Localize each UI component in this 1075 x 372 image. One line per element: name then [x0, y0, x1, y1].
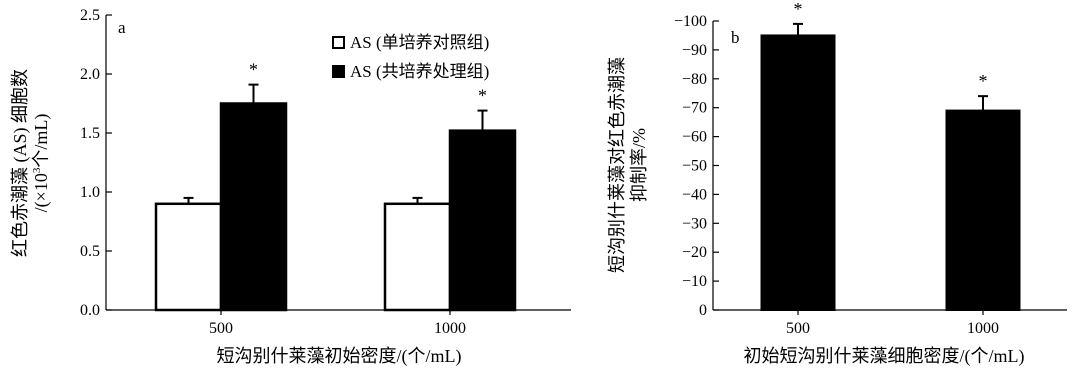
panel-b-y-tick-label: −70 [682, 100, 707, 117]
panel-b-y-tick-label: −40 [682, 186, 707, 203]
significance-mark: * [794, 0, 803, 19]
panel-b-x-tick-label: 500 [786, 320, 810, 337]
panel-b-y-tick-label: −10 [682, 273, 707, 290]
panel-a-y-tick-label: 0.5 [80, 243, 100, 260]
panel-a-x-title: 短沟别什莱藻初始密度/(个/mL) [217, 346, 462, 367]
legend-swatch-coculture [332, 65, 345, 78]
panel-a-bars: ** [154, 60, 517, 312]
panel-b-y-title-line2: 抑制率/% [629, 128, 649, 202]
panel-b-x-tick-label: 1000 [967, 320, 999, 337]
bar-control-1000 [383, 202, 452, 312]
panel-a-x-ticks: 500 1000 [209, 310, 466, 337]
panel-a-y-ticks: 0.0 0.5 1.0 1.5 2.0 2.5 [80, 7, 112, 319]
bar-inhibition-500 [760, 34, 836, 311]
panel-a: a 0.00.51.01.52.02.5 ** 500 1000 AS (单培养对… [10, 7, 571, 367]
significance-mark: * [478, 86, 487, 106]
panel-a-y-tick-label: 2.5 [80, 7, 100, 24]
significance-mark: * [249, 60, 258, 80]
panel-b-y-tick-label: −50 [682, 158, 707, 175]
panel-b-y-title: 短沟别什莱藻对红色赤潮藻 抑制率/% [607, 57, 649, 273]
bar-inhibition-1000 [945, 109, 1021, 311]
panel-b-y-tick-label: −30 [682, 215, 707, 232]
panel-a-y-tick-label: 2.0 [80, 66, 100, 83]
panel-b-y-ticks: 0 −10 −20 −30 −40 −50 −60 −70 −80 −90 −100 [674, 13, 719, 319]
panel-a-y-title-suffix: 个/mL) [31, 114, 52, 168]
panel-b-bars: ** [760, 0, 1021, 311]
legend-swatch-control [332, 36, 345, 49]
panel-a-label: a [118, 18, 126, 37]
panel-b-x-ticks: 500 1000 [786, 310, 999, 337]
panel-a-legend: AS (单培养对照组) AS (共培养处理组) [332, 33, 489, 81]
panel-a-y-title: 红色赤潮藻 (AS) 细胞数 /(×103个/mL) [10, 69, 52, 257]
bar-control-500 [154, 202, 223, 312]
bar-coculture-1000 [448, 129, 517, 312]
panel-a-y-title-line1: 红色赤潮藻 (AS) 细胞数 [10, 69, 31, 257]
panel-b-y-tick-label: −60 [682, 129, 707, 146]
panel-b: b 0−10−20−30−40−50−60−70−80−90−100 ** 50… [607, 0, 1067, 367]
panel-b-y-tick-label: −20 [682, 244, 707, 261]
panel-a-y-tick-label: 0.0 [80, 302, 100, 319]
panel-a-x-tick-label: 1000 [434, 320, 466, 337]
panel-a-y-tick-label: 1.0 [80, 184, 100, 201]
panel-b-y-tick-label: −100 [674, 13, 707, 30]
legend-label-coculture: AS (共培养处理组) [350, 62, 489, 81]
panel-a-y-title-line2: /(×103个/mL) [31, 114, 52, 213]
panel-b-x-title: 初始短沟别什莱藻细胞密度/(个/mL) [744, 346, 1025, 367]
panel-b-y-title-line1: 短沟别什莱藻对红色赤潮藻 [607, 57, 627, 273]
panel-b-y-tick-label: −80 [682, 71, 707, 88]
legend-label-control: AS (单培养对照组) [350, 33, 489, 52]
significance-mark: * [979, 71, 988, 91]
panel-b-y-tick-label: 0 [699, 302, 707, 319]
panel-b-y-tick-label: −90 [682, 42, 707, 59]
panel-b-label: b [731, 28, 740, 47]
panel-a-y-title-prefix: /(×10 [31, 173, 52, 212]
panel-a-y-tick-label: 1.5 [80, 125, 100, 142]
panel-a-y-title-sup: 3 [31, 167, 43, 173]
bar-coculture-500 [219, 102, 288, 312]
panel-a-x-tick-label: 500 [209, 320, 233, 337]
